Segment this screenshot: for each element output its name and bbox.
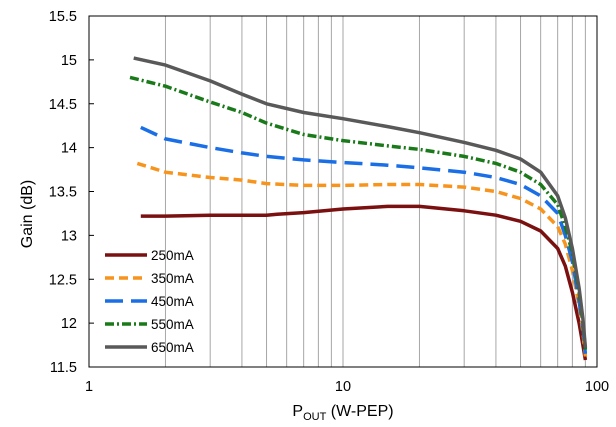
series-line-450ma [140, 125, 588, 354]
legend-label-550ma: 550mA [151, 317, 194, 332]
series-line-350ma [136, 161, 588, 357]
series-lines [129, 56, 588, 361]
x-axis-label-main: P [292, 403, 303, 420]
x-axis-label-subscript: OUT [303, 411, 327, 423]
x-axis-label: POUT (W-PEP) [292, 403, 393, 423]
y-tick-label: 15 [61, 53, 77, 69]
y-tick-label: 12 [61, 316, 77, 332]
y-tick-label: 11.5 [50, 360, 77, 376]
legend-label-650ma: 650mA [151, 340, 194, 355]
series-line-250ma [140, 204, 588, 361]
x-tick-label: 100 [585, 379, 609, 395]
legend-label-350ma: 350mA [151, 271, 194, 286]
legend-label-250ma: 250mA [151, 248, 194, 263]
x-tick-label: 10 [335, 379, 351, 395]
series-line-650ma [133, 56, 588, 348]
x-tick-label: 1 [85, 379, 93, 395]
legend-label-450ma: 450mA [151, 294, 194, 309]
y-tick-label: 15.5 [49, 9, 77, 25]
y-axis-label: Gain (dB) [19, 180, 36, 248]
y-tick-label: 12.5 [49, 272, 77, 288]
y-tick-label: 14 [61, 141, 77, 157]
y-tick-label: 13 [61, 228, 77, 244]
x-axis-label-rest: (W-PEP) [326, 403, 393, 420]
vertical-grid [164, 16, 586, 367]
legend: 250mA 350mA 450mA 550mA 650mA [105, 248, 194, 355]
y-tick-label: 13.5 [49, 185, 77, 201]
y-tick-label: 14.5 [49, 97, 77, 113]
axes: 11.5 12 12.5 13 13.5 14 14.5 15 15.5 1 10 100 [49, 9, 609, 395]
series-line-550ma [129, 75, 588, 350]
